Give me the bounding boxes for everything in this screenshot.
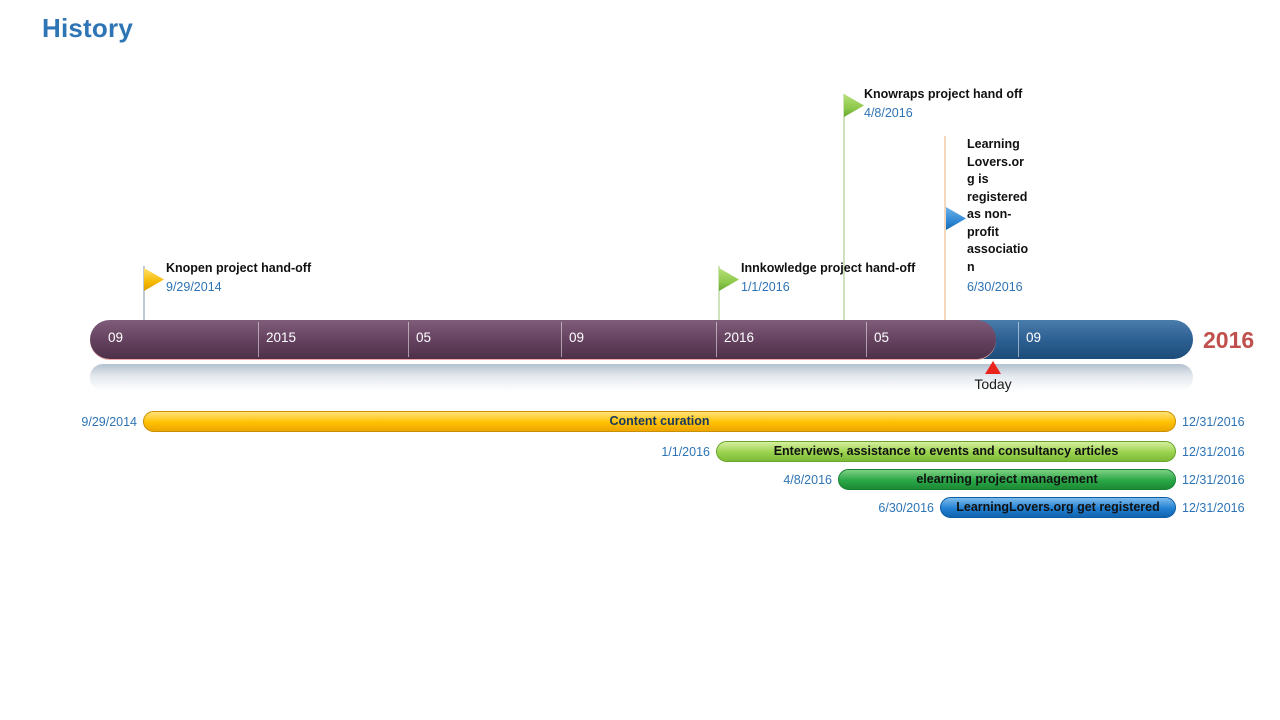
green-flag-icon [844,94,864,118]
band-reflection [90,364,1193,391]
milestone-title: Innkowledge project hand-off [741,261,916,275]
timeline-band: 09 2015 05 09 2016 05 09 [90,320,1193,359]
milestone-connector-line [843,94,845,320]
milestone-connector-line [143,266,145,320]
tick-divider [716,322,717,357]
axis-tick-label: 09 [108,330,124,345]
task-start-date: 6/30/2016 [878,501,934,515]
axis-tick-label: 09 [1026,330,1042,345]
axis-tick-label: 05 [416,330,432,345]
green-flag-icon [719,268,739,292]
milestone-date: 6/30/2016 [967,280,1023,294]
tick-divider [866,322,867,357]
axis-tick-label: 2016 [724,330,755,345]
blue-flag-icon [946,207,966,231]
milestone-date: 9/29/2014 [166,280,222,294]
milestone-date: 1/1/2016 [741,280,790,294]
today-marker-icon [985,361,1001,374]
today-label: Today [974,376,1012,392]
task-bar: Enterviews, assistance to events and con… [716,441,1176,462]
tick-divider [561,322,562,357]
task-bar: LearningLovers.org get registered [940,497,1176,518]
task-end-date: 12/31/2016 [1182,445,1245,459]
tick-divider [1018,322,1019,357]
milestone-title: Learning Lovers.org is registered as non… [967,137,1029,274]
tick-divider [258,322,259,357]
milestone-connector-line [944,136,946,320]
timeline-band-past-segment [90,320,996,359]
task-start-date: 4/8/2016 [783,473,832,487]
tick-divider [408,322,409,357]
axis-tick-label: 2015 [266,330,297,345]
task-start-date: 9/29/2014 [81,415,137,429]
task-end-date: 12/31/2016 [1182,473,1245,487]
task-end-date: 12/31/2016 [1182,415,1245,429]
gold-flag-icon [144,268,164,292]
milestone-connector-line [718,266,720,320]
task-end-date: 12/31/2016 [1182,501,1245,515]
milestone-title: Knopen project hand-off [166,261,312,275]
milestone-date: 4/8/2016 [864,106,913,120]
page-title: History [42,13,133,43]
task-bar: Content curation [143,411,1176,432]
axis-tick-label: 09 [569,330,585,345]
milestone-title: Knowraps project hand off [864,87,1023,101]
task-bar: elearning project management [838,469,1176,490]
task-start-date: 1/1/2016 [661,445,710,459]
axis-tick-label: 05 [874,330,890,345]
current-year-label: 2016 [1203,327,1255,353]
